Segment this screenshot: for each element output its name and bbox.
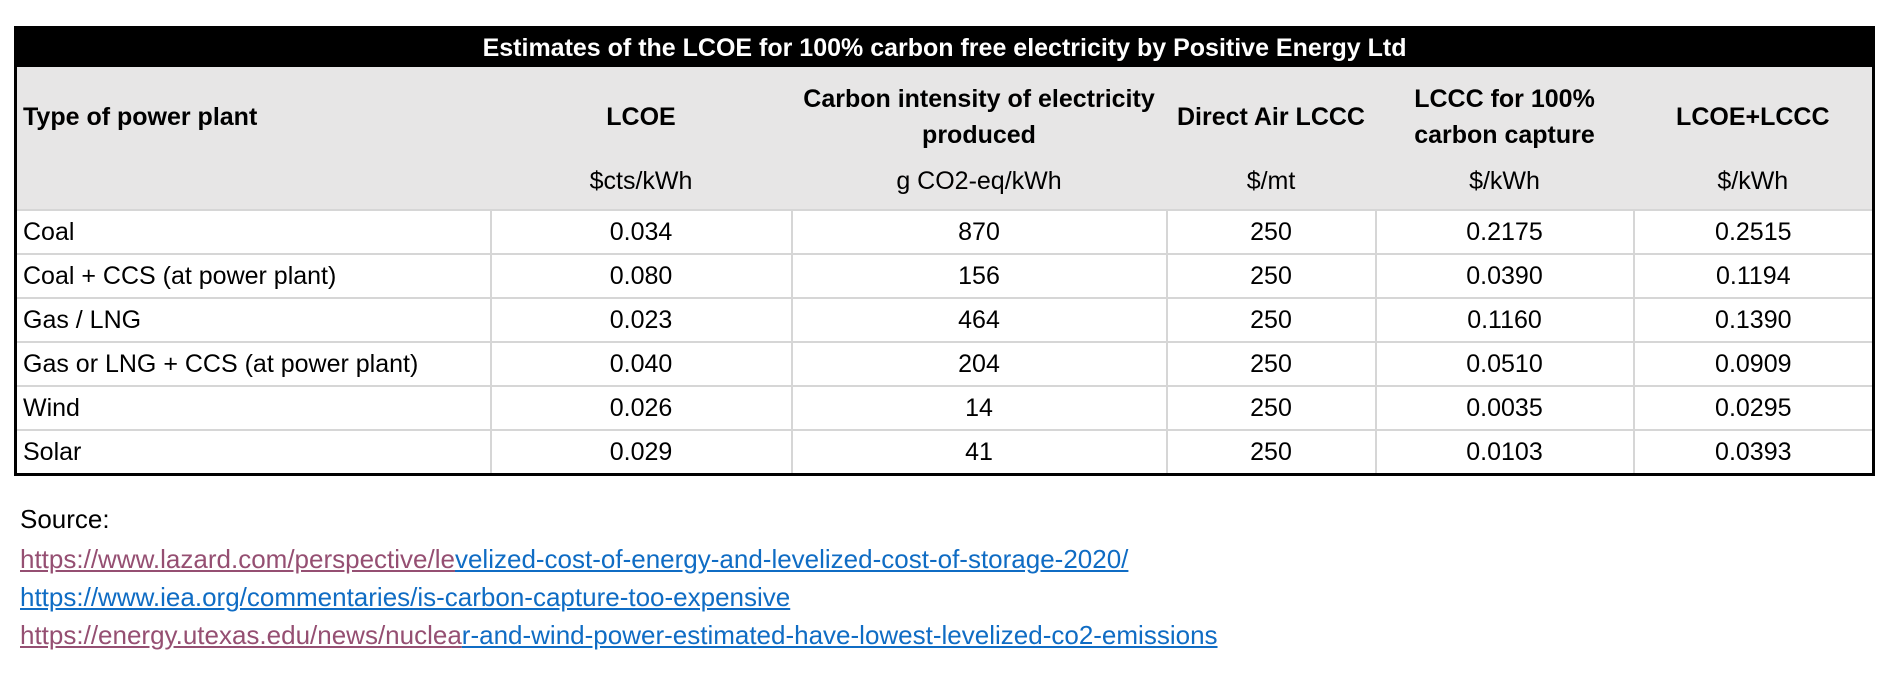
source-link-iea[interactable]: https://www.iea.org/commentaries/is-carb… [20,578,1218,616]
table-title-row: Estimates of the LCOE for 100% carbon fr… [15,27,1874,67]
unit-lcoe-plus-lccc: $/kWh [1633,167,1874,210]
table-row-gas-lng-ccs: Gas or LNG + CCS (at power plant) 0.040 … [14,341,1875,387]
row-label: Coal [14,209,492,255]
cell-lcoe: 0.080 [489,253,793,299]
cell-lcoe: 0.026 [489,385,793,431]
source-link-utexas-visited-part: https://energy.utexas.edu/news/nuclea [20,620,462,650]
unit-lccc-100: $/kWh [1375,167,1634,210]
cell-lccc-100: 0.0035 [1374,385,1635,431]
cell-direct-air-lccc: 250 [1165,385,1377,431]
cell-lcoe-plus-lccc: 0.0393 [1632,429,1875,476]
lcoe-table: Estimates of the LCOE for 100% carbon fr… [14,26,1876,476]
cell-carbon-intensity: 156 [790,253,1168,299]
cell-carbon-intensity: 14 [790,385,1168,431]
source-link-utexas-part: r-and-wind-power-estimated-have-lowest-l… [461,620,1218,650]
column-header-lcoe: LCOE [490,67,792,167]
cell-direct-air-lccc: 250 [1165,429,1377,476]
cell-lccc-100: 0.0510 [1374,341,1635,387]
cell-lcoe-plus-lccc: 0.2515 [1632,209,1875,255]
unit-type [15,167,491,210]
unit-direct-air-lccc: $/mt [1166,167,1376,210]
row-label: Gas / LNG [14,297,492,343]
cell-direct-air-lccc: 250 [1165,297,1377,343]
table-row-solar: Solar 0.029 41 250 0.0103 0.0393 [14,429,1875,476]
source-link-lazard-part: velized-cost-of-energy-and-levelized-cos… [454,544,1129,574]
cell-carbon-intensity: 464 [790,297,1168,343]
cell-direct-air-lccc: 250 [1165,209,1377,255]
unit-lcoe: $cts/kWh [490,167,792,210]
cell-carbon-intensity: 41 [790,429,1168,476]
source-label: Source: [20,504,110,534]
row-label: Coal + CCS (at power plant) [14,253,492,299]
cell-lcoe-plus-lccc: 0.1390 [1632,297,1875,343]
column-header-lccc-100: LCCC for 100% carbon capture [1375,67,1634,167]
cell-direct-air-lccc: 250 [1165,341,1377,387]
column-header-direct-air-lccc: Direct Air LCCC [1166,67,1376,167]
cell-carbon-intensity: 204 [790,341,1168,387]
cell-carbon-intensity: 870 [790,209,1168,255]
cell-direct-air-lccc: 250 [1165,253,1377,299]
unit-carbon-intensity: g CO2-eq/kWh [791,167,1167,210]
cell-lcoe: 0.023 [489,297,793,343]
table-units-row: $cts/kWh g CO2-eq/kWh $/mt $/kWh $/kWh [15,167,1874,210]
row-label: Solar [14,429,492,476]
column-header-lcoe-plus-lccc: LCOE+LCCC [1633,67,1874,167]
table-row-coal: Coal 0.034 870 250 0.2175 0.2515 [14,209,1875,255]
table-row-coal-ccs: Coal + CCS (at power plant) 0.080 156 25… [14,253,1875,299]
source-link-lazard[interactable]: https://www.lazard.com/perspective/level… [20,540,1218,578]
cell-lcoe: 0.034 [489,209,793,255]
cell-lccc-100: 0.1160 [1374,297,1635,343]
table-header-row: Type of power plant LCOE Carbon intensit… [15,67,1874,167]
cell-lcoe-plus-lccc: 0.0909 [1632,341,1875,387]
table-row-gas-lng: Gas / LNG 0.023 464 250 0.1160 0.1390 [14,297,1875,343]
cell-lcoe: 0.029 [489,429,793,476]
cell-lccc-100: 0.0103 [1374,429,1635,476]
cell-lccc-100: 0.2175 [1374,209,1635,255]
table-title: Estimates of the LCOE for 100% carbon fr… [15,27,1874,67]
source-link-iea-part: https://www.iea.org/commentaries/is-carb… [20,582,791,612]
cell-lcoe: 0.040 [489,341,793,387]
row-label: Gas or LNG + CCS (at power plant) [14,341,492,387]
cell-lccc-100: 0.0390 [1374,253,1635,299]
column-header-carbon-intensity: Carbon intensity of electricity produced [791,67,1167,167]
source-link-utexas[interactable]: https://energy.utexas.edu/news/nuclear-a… [20,616,1218,654]
source-block: Source: https://www.lazard.com/perspecti… [20,500,1218,654]
table-row-wind: Wind 0.026 14 250 0.0035 0.0295 [14,385,1875,431]
cell-lcoe-plus-lccc: 0.0295 [1632,385,1875,431]
source-link-lazard-visited-part: https://www.lazard.com/perspective/le [20,544,455,574]
column-header-type: Type of power plant [15,67,491,167]
cell-lcoe-plus-lccc: 0.1194 [1632,253,1875,299]
row-label: Wind [14,385,492,431]
